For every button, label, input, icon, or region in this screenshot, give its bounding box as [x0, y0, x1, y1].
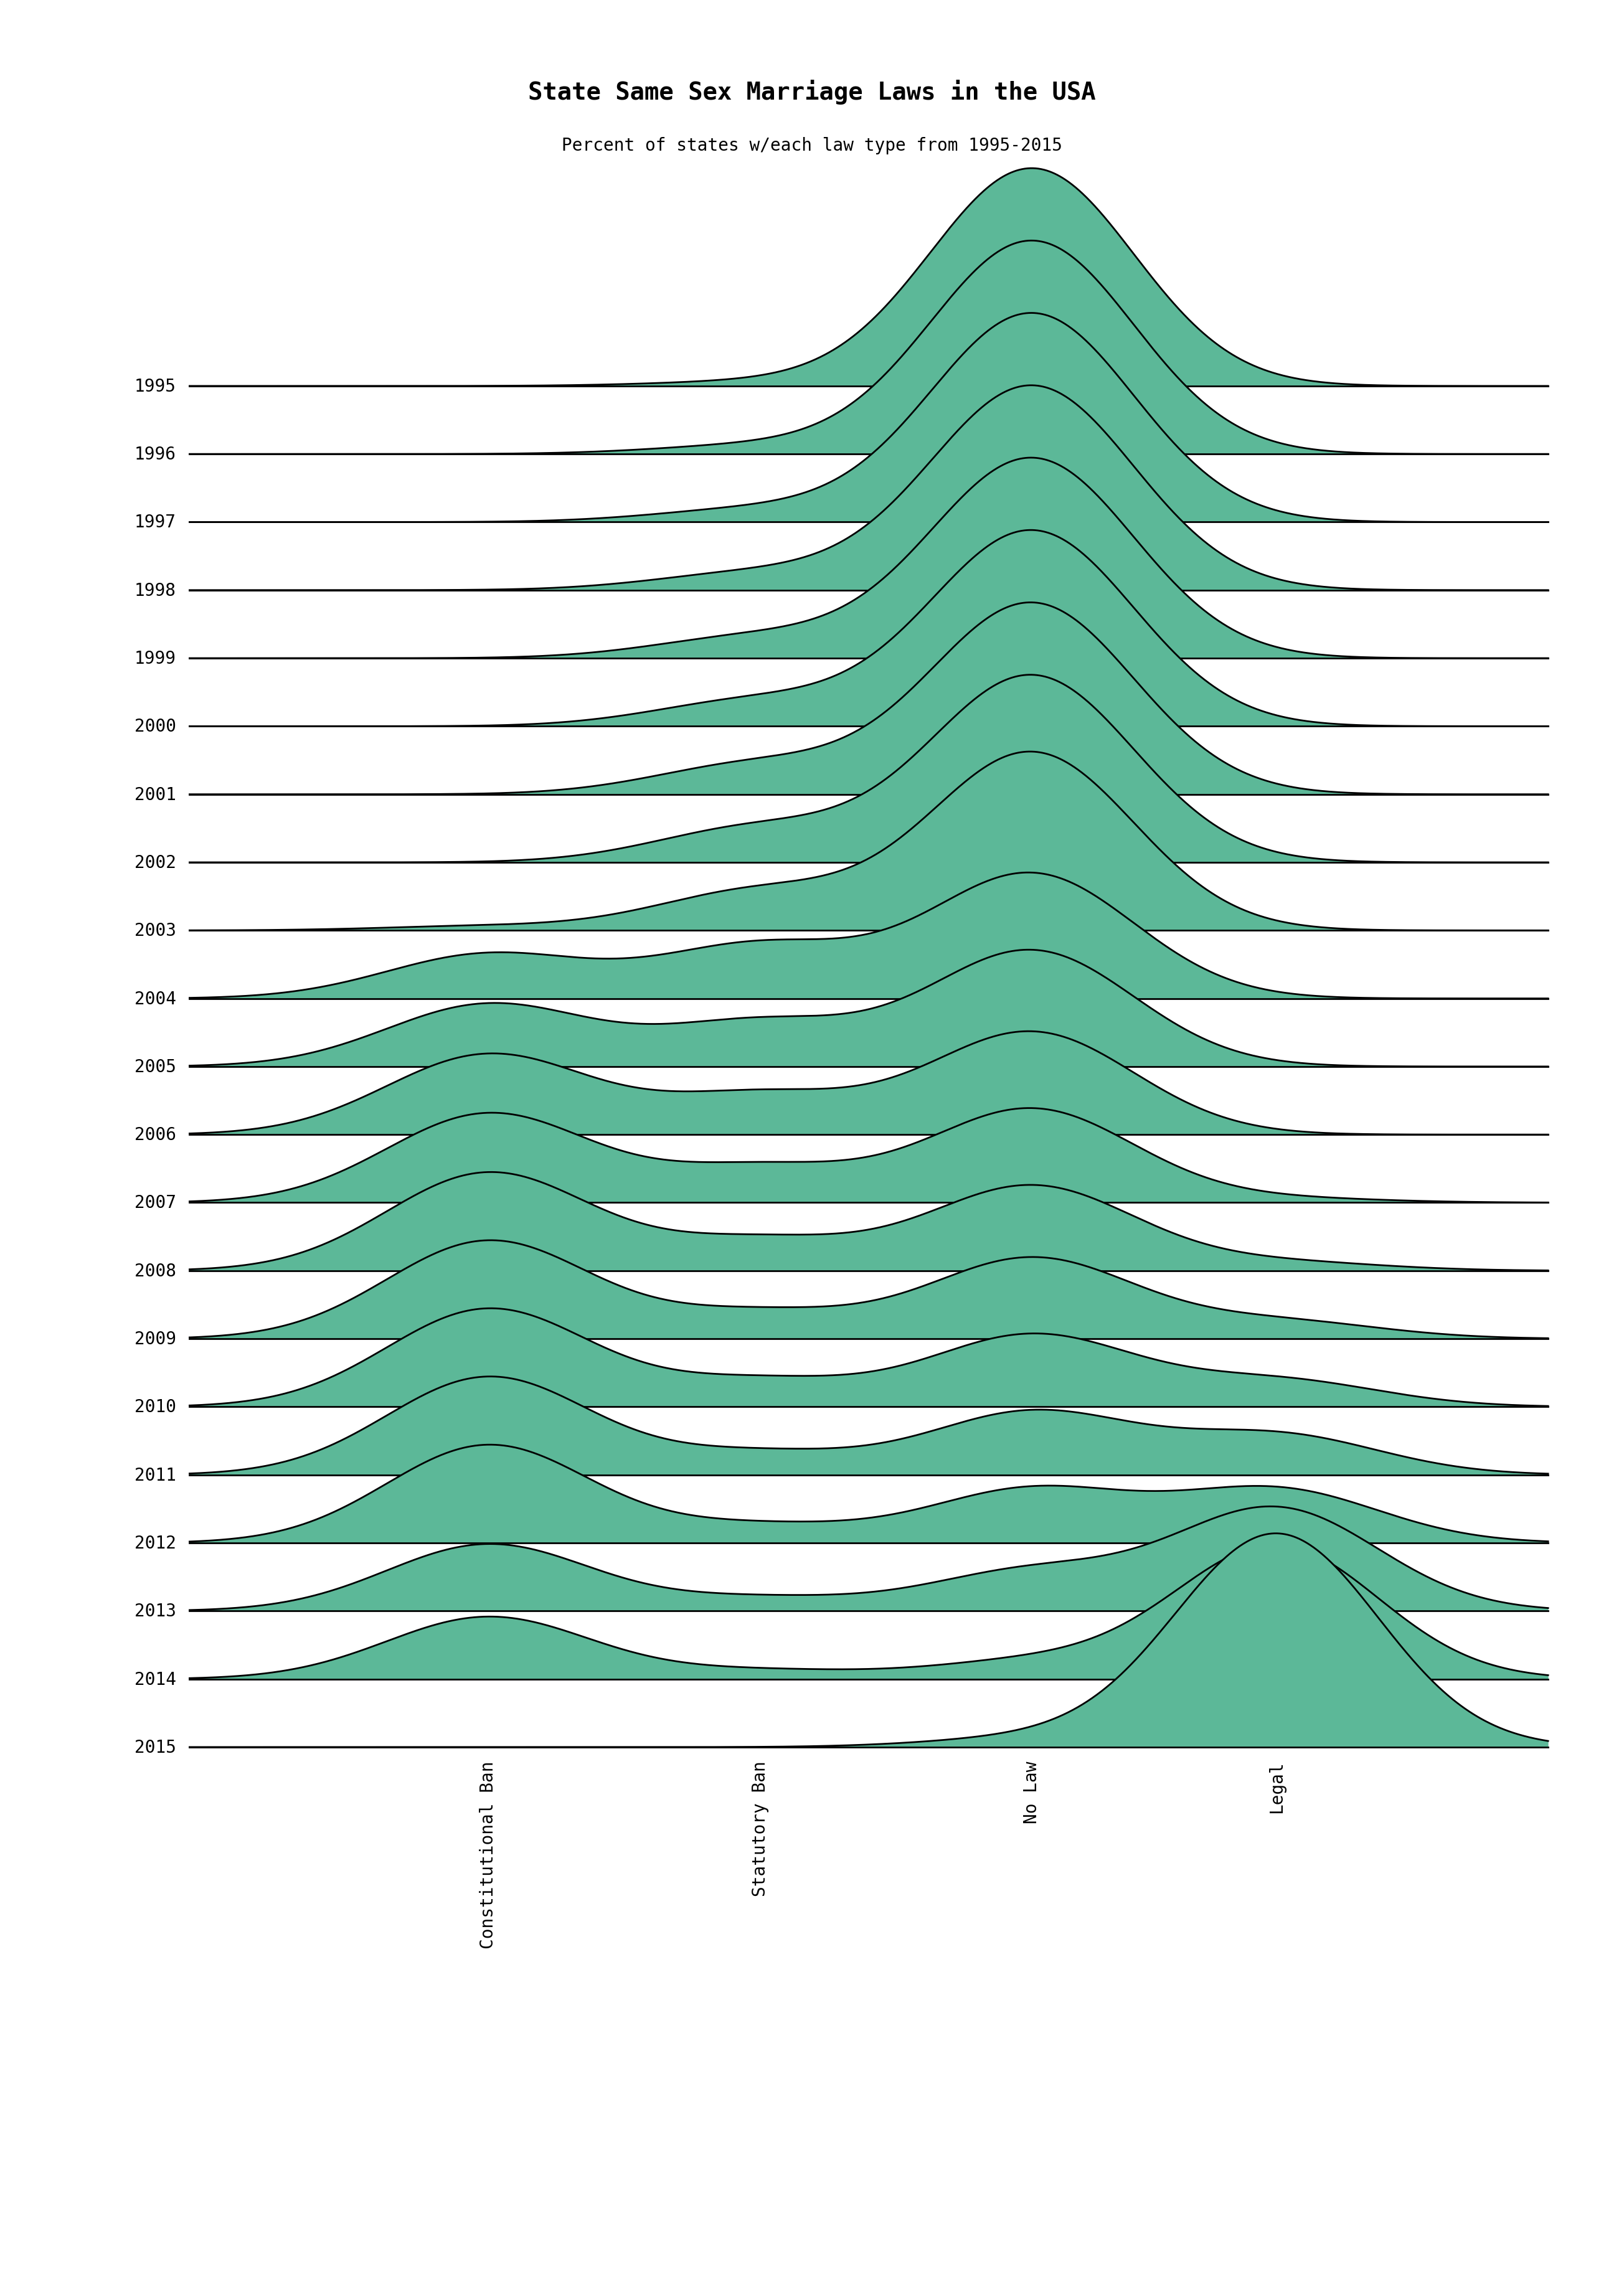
Text: 2007: 2007	[135, 1193, 175, 1212]
Text: 2004: 2004	[135, 990, 175, 1009]
Text: No Law: No Law	[1023, 1762, 1041, 1823]
Text: 2012: 2012	[135, 1534, 175, 1552]
Text: 1996: 1996	[135, 445, 175, 463]
Text: 2000: 2000	[135, 719, 175, 735]
Text: 2009: 2009	[135, 1330, 175, 1349]
Text: 1998: 1998	[135, 582, 175, 600]
Text: Statutory Ban: Statutory Ban	[752, 1762, 768, 1896]
Text: 2005: 2005	[135, 1059, 175, 1075]
Text: Percent of states w/each law type from 1995-2015: Percent of states w/each law type from 1…	[562, 137, 1062, 155]
Text: 2015: 2015	[135, 1739, 175, 1755]
Text: State Same Sex Marriage Laws in the USA: State Same Sex Marriage Laws in the USA	[528, 80, 1096, 105]
Text: 2014: 2014	[135, 1670, 175, 1689]
Text: 1997: 1997	[135, 513, 175, 532]
Text: 2010: 2010	[135, 1399, 175, 1415]
Text: 2003: 2003	[135, 922, 175, 940]
Text: 2002: 2002	[135, 853, 175, 872]
Text: 1995: 1995	[135, 379, 175, 395]
Text: 2008: 2008	[135, 1262, 175, 1280]
Text: 2006: 2006	[135, 1125, 175, 1143]
Text: 2001: 2001	[135, 785, 175, 803]
Text: Legal: Legal	[1268, 1762, 1285, 1812]
Text: 2013: 2013	[135, 1602, 175, 1620]
Text: Constitutional Ban: Constitutional Ban	[479, 1762, 497, 1949]
Text: 2011: 2011	[135, 1467, 175, 1483]
Text: 1999: 1999	[135, 650, 175, 666]
